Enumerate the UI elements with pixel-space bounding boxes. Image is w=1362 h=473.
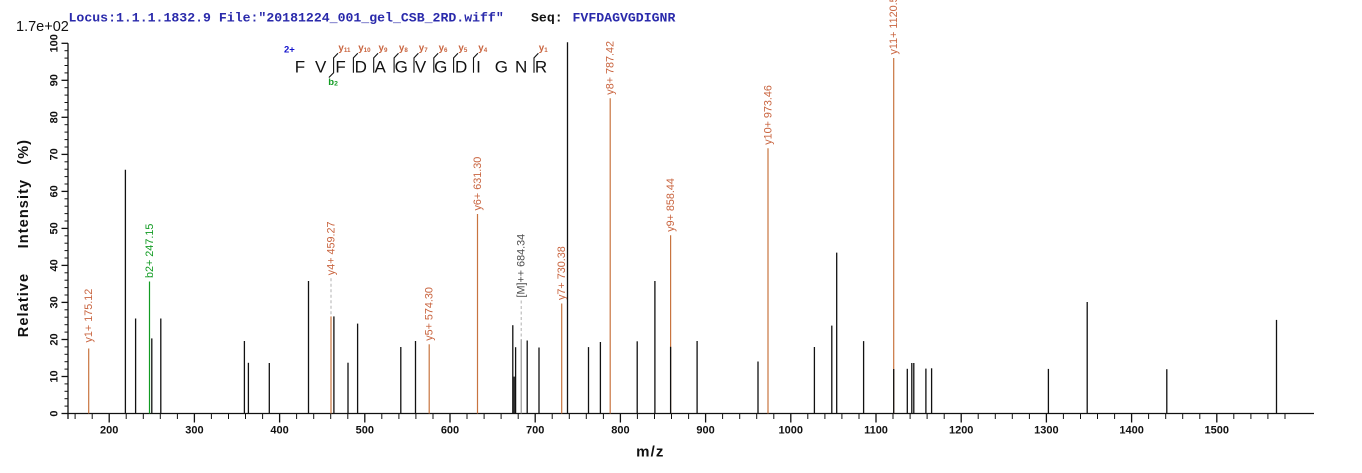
svg-text:y11+ 1120.58: y11+ 1120.58 (888, 0, 900, 55)
svg-text:R: R (535, 57, 547, 76)
svg-text:y8+ 787.42: y8+ 787.42 (605, 41, 617, 95)
svg-text:900: 900 (696, 425, 714, 437)
svg-text:400: 400 (270, 425, 288, 437)
svg-text:y4: y4 (478, 43, 487, 54)
svg-text:1500: 1500 (1205, 425, 1229, 437)
svg-text:Relative: Relative (16, 273, 32, 337)
svg-text:y10: y10 (358, 43, 371, 54)
svg-text:y6: y6 (439, 43, 448, 54)
svg-text:80: 80 (49, 111, 61, 123)
svg-text:100: 100 (49, 34, 61, 52)
svg-text:D: D (455, 57, 467, 76)
svg-text:y5+ 574.30: y5+ 574.30 (424, 287, 436, 341)
svg-text:[M]++ 684.34: [M]++ 684.34 (516, 234, 528, 298)
svg-text:30: 30 (49, 296, 61, 308)
svg-text:V: V (315, 57, 327, 76)
svg-text:90: 90 (49, 74, 61, 86)
svg-text:b2: b2 (328, 77, 338, 88)
svg-text:1100: 1100 (864, 425, 888, 437)
svg-text:D: D (355, 57, 367, 76)
svg-text:y9+ 858.44: y9+ 858.44 (665, 178, 677, 232)
svg-text:b2+ 247.15: b2+ 247.15 (144, 224, 156, 278)
svg-text:(%): (%) (16, 139, 32, 165)
svg-text:F: F (295, 57, 305, 76)
svg-text:FVFDAGVGDIGNR: FVFDAGVGDIGNR (573, 11, 676, 26)
svg-text:Seq:: Seq: (531, 11, 563, 26)
svg-text:m/z: m/z (636, 443, 664, 460)
svg-text:200: 200 (100, 425, 118, 437)
svg-text:G: G (434, 57, 447, 76)
svg-text:y4+ 459.27: y4+ 459.27 (325, 221, 337, 275)
svg-text:y9: y9 (379, 43, 388, 54)
svg-text:1400: 1400 (1119, 425, 1143, 437)
svg-text:0: 0 (49, 410, 61, 416)
svg-text:20: 20 (49, 333, 61, 345)
svg-text:700: 700 (526, 425, 544, 437)
svg-text:300: 300 (185, 425, 203, 437)
svg-text:y1: y1 (539, 43, 548, 54)
svg-text:500: 500 (356, 425, 374, 437)
svg-text:1300: 1300 (1034, 425, 1058, 437)
svg-text:A: A (375, 57, 387, 76)
svg-text:y10+ 973.46: y10+ 973.46 (762, 85, 774, 145)
svg-text:10: 10 (49, 370, 61, 382)
svg-text:50: 50 (49, 222, 61, 234)
svg-text:y7: y7 (419, 43, 428, 54)
svg-text:y1+ 175.12: y1+ 175.12 (83, 289, 95, 343)
svg-text:1.7e+02: 1.7e+02 (16, 19, 69, 35)
svg-text:y5: y5 (458, 43, 467, 54)
svg-text:1200: 1200 (949, 425, 973, 437)
svg-text:1000: 1000 (779, 425, 803, 437)
svg-text:V: V (415, 57, 427, 76)
svg-text:G: G (395, 57, 408, 76)
svg-text:y6+ 631.30: y6+ 631.30 (472, 157, 484, 211)
svg-text:y8: y8 (399, 43, 408, 54)
svg-text:N: N (515, 57, 527, 76)
svg-text:y11: y11 (338, 43, 351, 54)
svg-text:I: I (476, 57, 481, 76)
svg-text:2+: 2+ (284, 44, 295, 55)
svg-text:70: 70 (49, 148, 61, 160)
svg-text:F: F (335, 57, 345, 76)
svg-text:Intensity: Intensity (16, 179, 32, 249)
svg-text:Locus:1.1.1.1832.9 File:"20181: Locus:1.1.1.1832.9 File:"20181224_001_ge… (69, 11, 504, 26)
svg-text:60: 60 (49, 185, 61, 197)
svg-text:G: G (495, 57, 508, 76)
svg-text:600: 600 (441, 425, 459, 437)
svg-text:800: 800 (611, 425, 629, 437)
svg-text:40: 40 (49, 259, 61, 271)
svg-text:y7+ 730.38: y7+ 730.38 (556, 246, 568, 300)
